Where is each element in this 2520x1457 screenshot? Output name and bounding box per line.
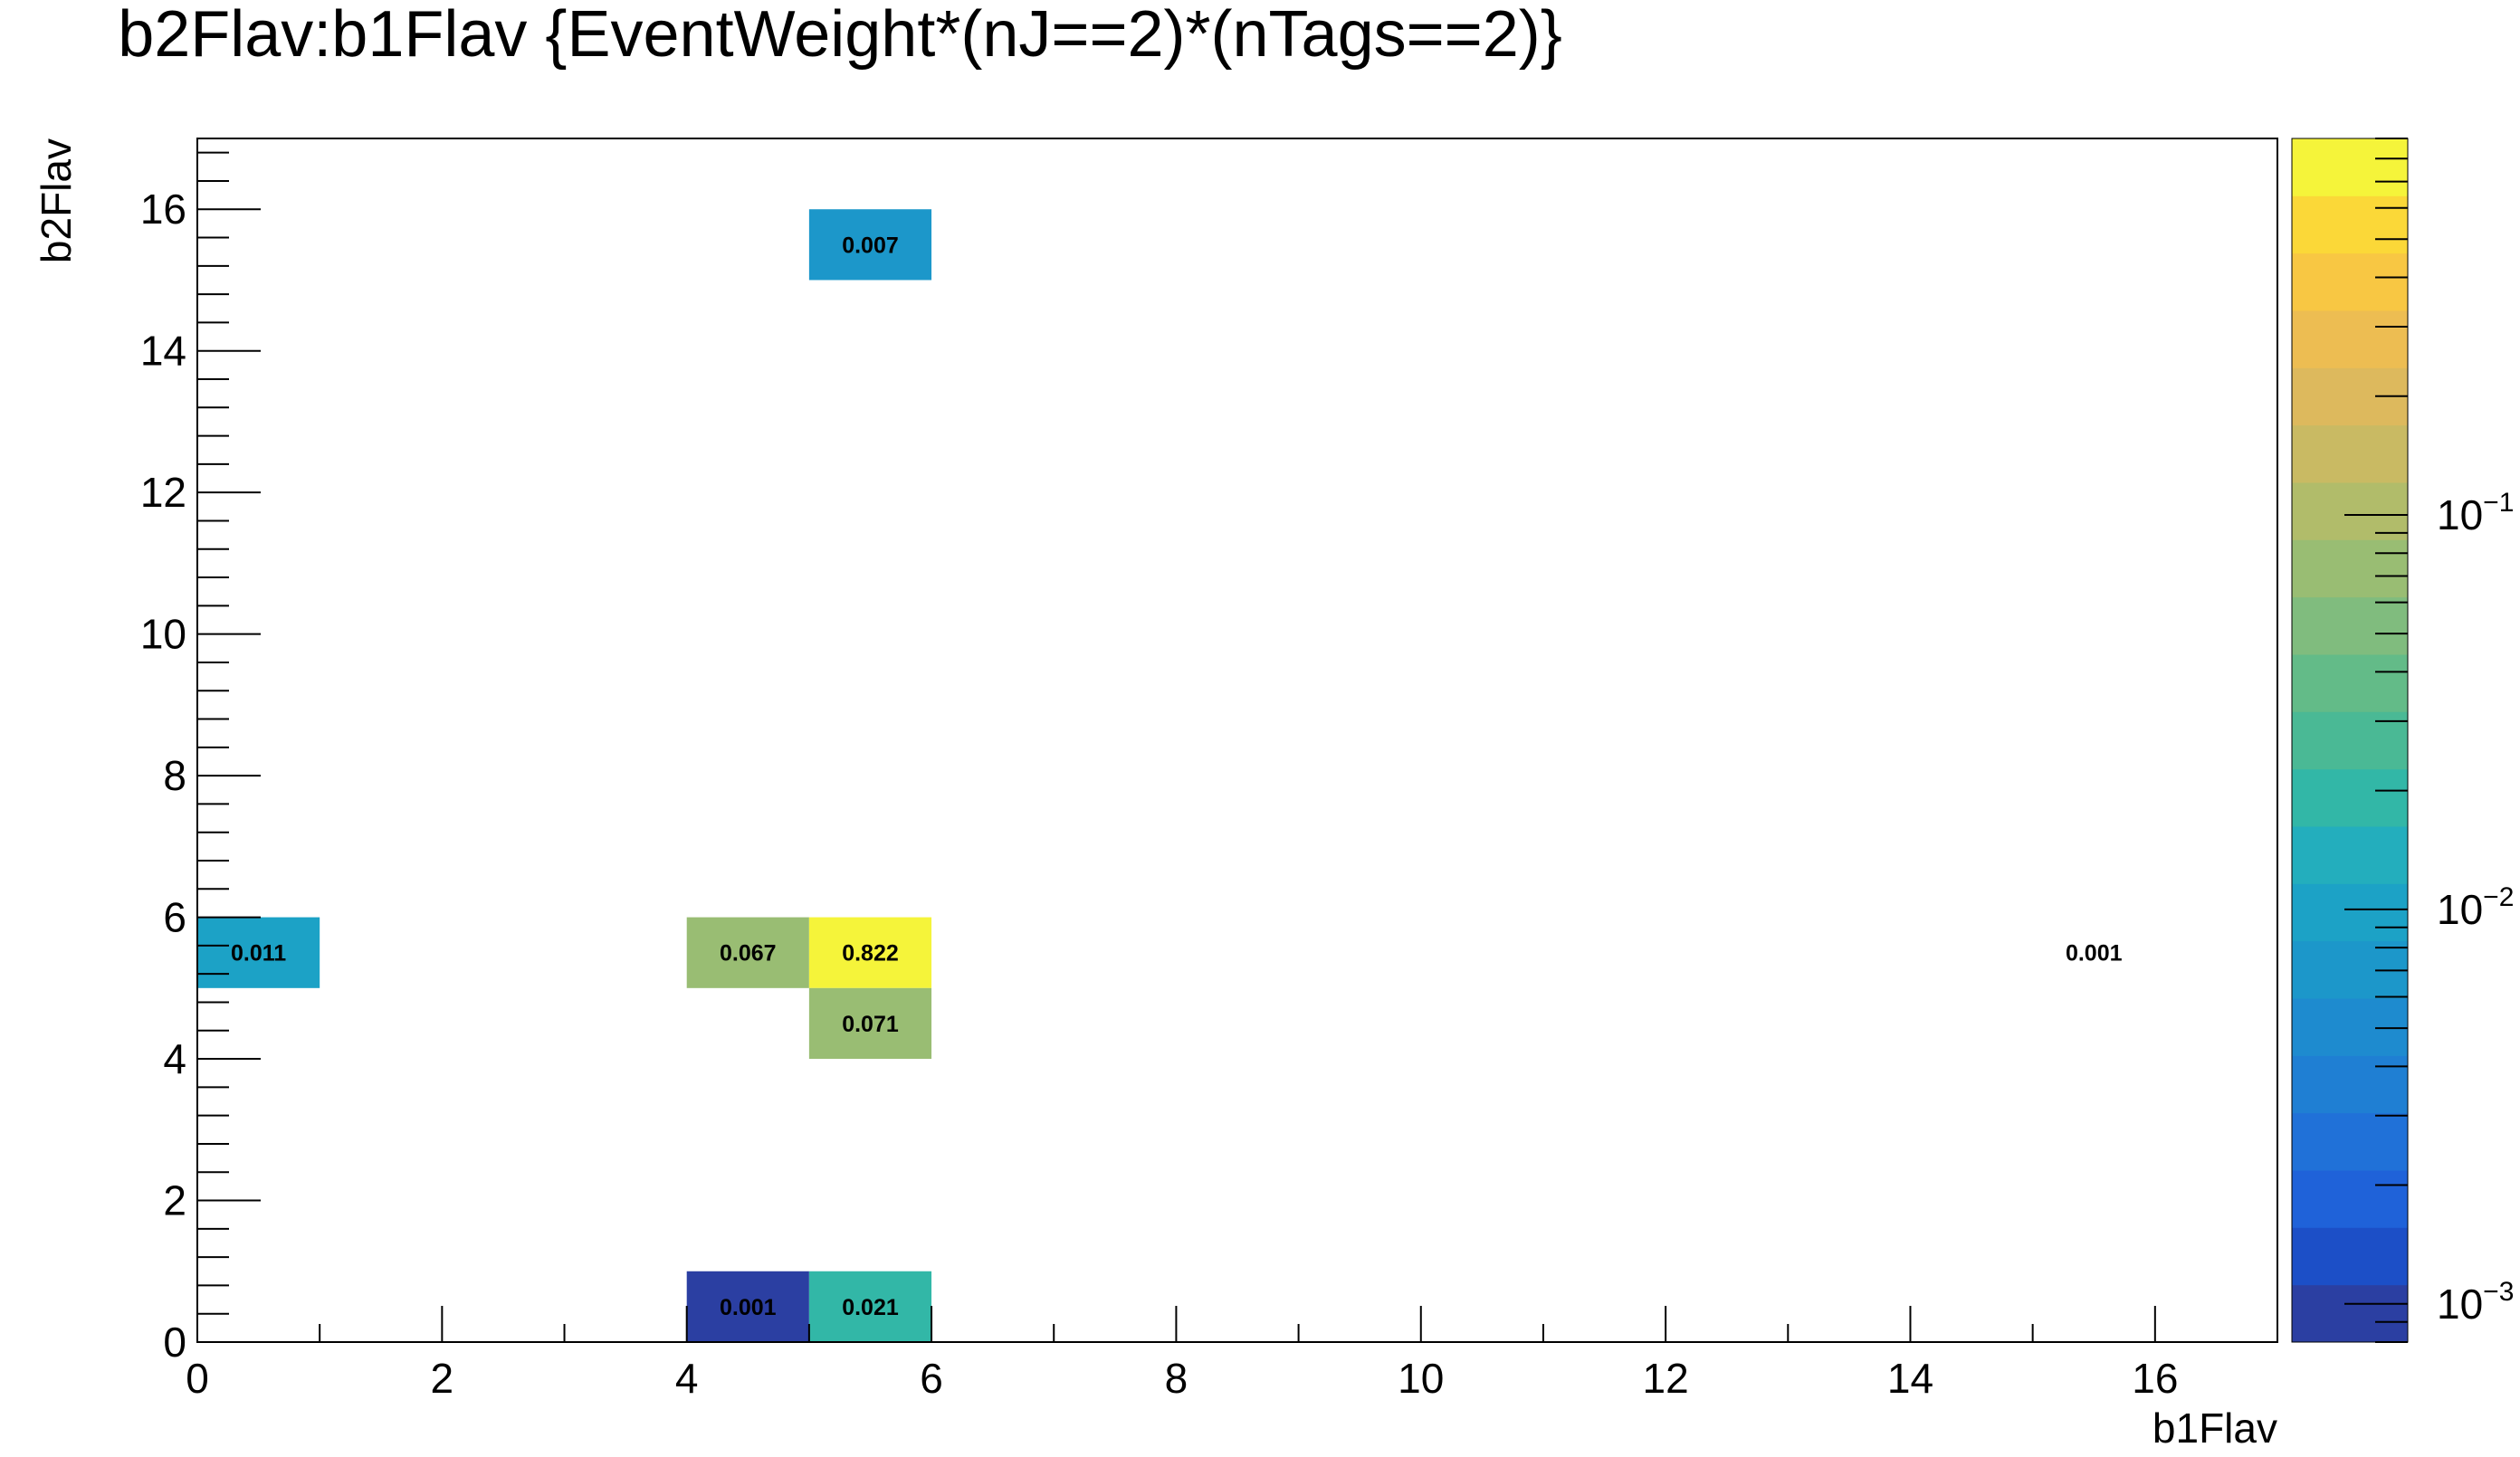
x-axis: 0 2 4 6 8 10 12 14 16 [186,1306,2278,1402]
y-tick-label: 2 [163,1177,186,1224]
x-tick-label: 6 [920,1355,943,1402]
colorbar-band [2292,195,2408,254]
plot-area: 0.007 0.011 0.067 0.822 0.001 0.071 0.001 0.021… [140,138,2278,1402]
y-tick-label: 12 [140,469,186,516]
heatmap-cell [808,1271,932,1342]
colorbar-band [2292,826,2408,884]
x-tick-label: 16 [2132,1355,2178,1402]
y-axis: 0 2 4 6 8 10 12 14 16 [140,151,261,1366]
cell-value-label: 0.021 [842,1295,899,1320]
colorbar-band [2292,1055,2408,1114]
colorbar-band [2292,424,2408,483]
cell-labels-layer: 0.007 0.011 0.067 0.822 0.001 0.071 0.001 0.021 [231,233,2123,1320]
cell-value-label: 0.067 [720,941,777,967]
colorbar-band [2292,654,2408,712]
x-tick-label: 4 [675,1355,699,1402]
y-tick-label: 6 [163,894,186,941]
cell-value-label: 0.001 [720,1295,777,1320]
cell-value-label: 0.071 [842,1012,899,1037]
cells-layer [197,209,932,1342]
cell-value-label: 0.822 [842,941,899,967]
x-axis-title: b1Flav [2152,1405,2277,1452]
colorbar-band [2292,310,2408,368]
colorbar-band [2292,998,2408,1056]
x-tick-label: 8 [1165,1355,1188,1402]
cell-value-label: 0.001 [2066,941,2123,967]
colorbar-band [2292,482,2408,540]
y-tick-label: 14 [140,328,186,375]
colorbar-band [2292,1170,2408,1228]
x-tick-label: 0 [186,1355,209,1402]
cell-value-label: 0.011 [231,941,286,967]
y-tick-label: 0 [163,1319,186,1366]
colorbar-tick-label: 10−1 [2437,488,2514,538]
colorbar-band [2292,1284,2408,1343]
colorbar-band [2292,768,2408,827]
y-tick-label: 8 [163,752,186,799]
heatmap-cell [686,917,809,988]
color-scale-legend: 10−3 10−2 10−1 [2291,138,2514,1343]
colorbar-band [2292,596,2408,655]
colorbar-frame [2291,138,2409,1343]
y-tick-label: 4 [163,1035,186,1082]
heatmap-cell [808,987,932,1060]
x-tick-label: 2 [431,1355,454,1402]
colorbar-band [2292,1112,2408,1171]
x-tick-label: 12 [1643,1355,1689,1402]
y-tick-label: 10 [140,611,186,658]
heatmap-cell [197,917,320,988]
x-tick-label: 10 [1398,1355,1444,1402]
heatmap-cell [808,209,932,281]
chart-title: b2Flav:b1Flav {EventWeight*(nJ==2)*(nTag… [118,0,1562,71]
cell-value-label: 0.007 [842,233,899,258]
plot-frame [196,138,2278,1343]
colorbar-tick-label: 10−3 [2437,1277,2514,1328]
colorbar-band [2292,252,2408,311]
colorbar-band [2292,539,2408,598]
x-tick-label: 14 [1887,1355,1933,1402]
colorbar-band [2292,138,2408,196]
y-axis-title: b2Flav [33,138,80,263]
colorbar-band [2292,883,2408,942]
colorbar-tick-label: 10−2 [2437,882,2514,933]
heatmap-cell [686,1271,809,1342]
colorbar-band [2292,1227,2408,1286]
y-tick-label: 16 [140,186,186,233]
heatmap-cell [808,917,932,988]
